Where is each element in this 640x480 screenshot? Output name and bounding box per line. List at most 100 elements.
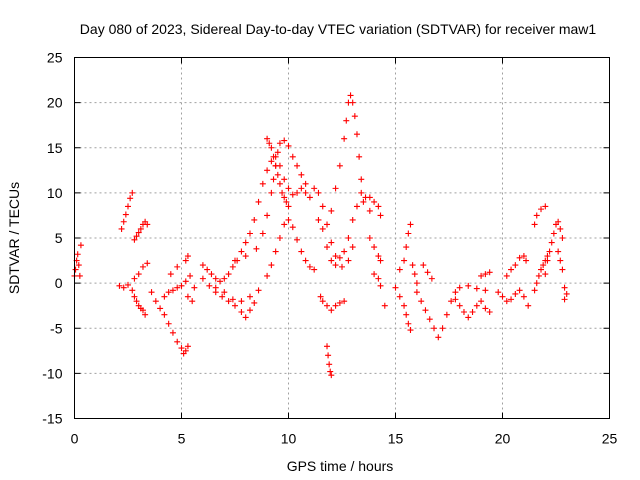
data-point bbox=[353, 203, 360, 210]
data-point bbox=[285, 142, 292, 149]
series-arc-m bbox=[328, 92, 367, 214]
data-point bbox=[184, 293, 191, 300]
data-point bbox=[358, 189, 365, 196]
data-point bbox=[169, 287, 176, 294]
data-point bbox=[358, 176, 365, 183]
data-point bbox=[486, 269, 493, 276]
y-tick-label: 5 bbox=[55, 230, 63, 246]
data-point bbox=[403, 244, 410, 251]
data-point bbox=[405, 230, 412, 237]
y-tick-label: 20 bbox=[47, 95, 63, 111]
data-point bbox=[152, 298, 159, 305]
data-point bbox=[401, 302, 408, 309]
data-point bbox=[512, 262, 519, 269]
data-point bbox=[174, 338, 181, 345]
data-point bbox=[375, 203, 382, 210]
data-point bbox=[131, 236, 138, 243]
data-point bbox=[531, 287, 538, 294]
data-point bbox=[276, 140, 283, 147]
x-tick-label: 20 bbox=[495, 431, 511, 447]
data-point bbox=[345, 235, 352, 241]
data-point bbox=[345, 257, 352, 264]
data-point bbox=[294, 162, 301, 169]
data-point bbox=[281, 176, 288, 183]
data-point bbox=[349, 99, 356, 106]
data-point bbox=[327, 368, 334, 375]
data-point bbox=[268, 144, 275, 151]
data-point bbox=[167, 271, 174, 278]
data-point bbox=[336, 299, 343, 306]
data-point bbox=[294, 236, 301, 243]
data-points bbox=[71, 92, 570, 379]
x-tick-label: 15 bbox=[388, 431, 404, 447]
data-point bbox=[272, 162, 279, 169]
data-point bbox=[351, 113, 358, 120]
data-point bbox=[422, 307, 429, 314]
data-point bbox=[217, 278, 224, 285]
data-point bbox=[133, 233, 140, 240]
series-arc-l bbox=[315, 216, 356, 270]
data-point bbox=[298, 248, 305, 255]
data-point bbox=[259, 180, 266, 187]
data-point bbox=[456, 284, 463, 291]
y-tick-label: 15 bbox=[47, 140, 63, 156]
data-point bbox=[129, 287, 136, 294]
data-point bbox=[563, 290, 570, 297]
data-point bbox=[347, 92, 354, 99]
data-point bbox=[448, 298, 455, 305]
data-point bbox=[401, 257, 408, 264]
data-point bbox=[375, 275, 382, 282]
data-point bbox=[550, 230, 557, 237]
series-arc-a bbox=[71, 242, 84, 279]
data-point bbox=[253, 245, 260, 252]
data-point bbox=[473, 302, 480, 309]
data-point bbox=[264, 212, 271, 219]
data-point bbox=[371, 271, 378, 278]
data-point bbox=[452, 296, 459, 303]
data-point bbox=[229, 263, 236, 270]
data-point bbox=[407, 221, 414, 228]
data-point bbox=[315, 189, 322, 196]
data-point bbox=[503, 298, 510, 305]
x-tick-label: 10 bbox=[281, 431, 297, 447]
data-point bbox=[324, 221, 331, 228]
data-point bbox=[129, 189, 136, 196]
data-point bbox=[542, 271, 549, 278]
data-point bbox=[259, 230, 266, 237]
data-point bbox=[319, 298, 326, 305]
data-point bbox=[272, 248, 279, 255]
data-point bbox=[460, 309, 467, 316]
data-point bbox=[212, 275, 219, 282]
data-point bbox=[281, 194, 288, 201]
data-point bbox=[443, 311, 450, 318]
data-point bbox=[135, 271, 142, 278]
data-point bbox=[557, 225, 564, 232]
data-point bbox=[478, 272, 485, 279]
data-point bbox=[238, 309, 245, 316]
data-point bbox=[174, 284, 181, 291]
series-arc-f bbox=[199, 153, 309, 285]
data-point bbox=[251, 299, 258, 306]
data-point bbox=[270, 176, 277, 183]
data-point bbox=[268, 189, 275, 196]
data-point bbox=[324, 244, 331, 251]
data-point bbox=[238, 248, 245, 255]
data-point bbox=[495, 289, 502, 296]
data-point bbox=[142, 311, 149, 318]
data-point bbox=[353, 131, 360, 138]
data-point bbox=[392, 284, 399, 291]
data-point bbox=[311, 185, 318, 192]
data-point bbox=[332, 262, 339, 269]
data-point bbox=[157, 305, 164, 312]
data-point bbox=[178, 345, 185, 352]
data-point bbox=[302, 189, 309, 196]
x-tick-label: 0 bbox=[71, 431, 79, 447]
y-tick-label: -5 bbox=[50, 320, 63, 336]
grid bbox=[74, 57, 610, 419]
data-point bbox=[349, 244, 356, 251]
data-point bbox=[326, 361, 333, 368]
data-point bbox=[276, 180, 283, 187]
data-point bbox=[266, 140, 273, 147]
data-point bbox=[255, 198, 262, 205]
data-point bbox=[264, 272, 271, 279]
